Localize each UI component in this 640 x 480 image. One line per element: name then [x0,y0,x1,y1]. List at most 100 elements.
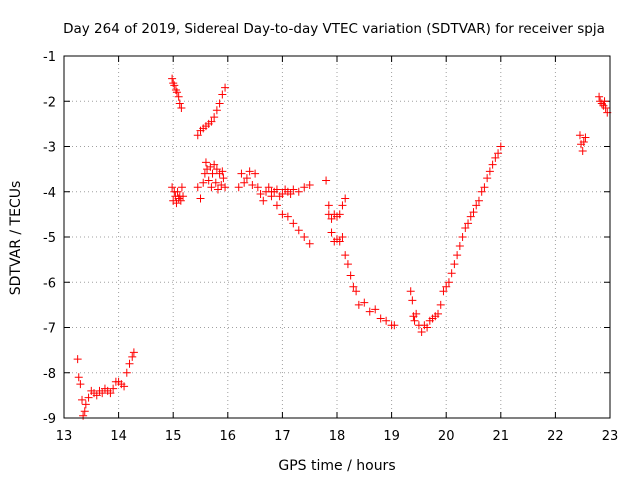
data-point [278,190,287,199]
data-point [234,183,243,192]
data-point [455,242,464,251]
data-point [237,169,246,178]
y-tick-label: -1 [43,50,56,65]
data-point [251,169,260,178]
data-point [466,212,475,221]
data-point [199,178,208,187]
chart-title: Day 264 of 2019, Sidereal Day-to-day VTE… [63,21,605,37]
data-point [289,185,298,194]
data-point [129,348,138,357]
data-point [496,142,505,151]
data-point [450,260,459,269]
data-point [176,196,185,205]
data-point [601,104,610,113]
data-point [128,352,137,361]
data-point [196,194,205,203]
data-point [485,167,494,176]
data-point [488,160,497,169]
data-point [322,176,331,185]
data-point [168,74,177,83]
y-tick-label: -2 [43,95,56,110]
data-point [78,395,87,404]
series-arc10 [406,142,505,337]
data-point [79,411,88,420]
x-axis-label: GPS time / hours [278,458,395,474]
data-point [201,158,210,167]
data-point [483,174,492,183]
data-point [172,199,181,208]
x-tick-label: 16 [220,429,237,444]
data-point [327,214,336,223]
data-point [423,323,432,332]
data-points [73,74,612,420]
data-point [408,296,417,305]
data-point [73,355,82,364]
data-point [469,208,478,217]
data-point [442,282,451,291]
data-point [365,307,374,316]
data-point [294,187,303,196]
data-point [458,233,467,241]
data-point [242,174,251,183]
data-point [253,183,262,192]
data-point [207,183,216,192]
data-point [352,287,361,296]
data-point [212,106,221,115]
data-point [324,201,333,210]
y-tick-label: -5 [43,231,56,246]
data-point [240,178,249,187]
data-point [84,393,93,402]
data-point [122,368,131,377]
data-point [600,97,609,106]
data-point [212,165,221,174]
x-tick-label: 21 [493,429,510,444]
data-point [208,169,217,178]
data-point [412,309,421,318]
data-point [294,226,303,235]
data-point [278,210,287,219]
data-point [177,104,186,113]
data-point [179,192,188,201]
y-tick-label: -7 [43,322,56,337]
x-tick-label: 15 [165,429,182,444]
data-point [221,83,230,92]
data-point [324,210,333,219]
data-point [272,201,281,210]
x-tick-label: 20 [438,429,455,444]
data-point [219,174,228,183]
data-point [382,316,391,325]
series-arc1 [73,348,138,420]
data-point [341,194,350,203]
data-point [210,113,219,122]
data-point [173,88,182,97]
y-tick-label: -6 [43,276,56,291]
data-point [335,210,344,219]
y-tick-label: -9 [43,412,56,427]
data-point [595,92,604,101]
x-tick-labels: 13 14 15 16 17 18 19 20 21 22 23 [56,429,619,444]
data-point [453,251,462,260]
series-arc12 [595,92,612,117]
data-point [341,251,350,260]
data-point [218,90,227,99]
data-point [74,373,83,382]
data-point [193,131,202,140]
y-tick-labels: -1 -2 -3 -4 -5 -6 -7 -8 -9 [43,50,56,427]
data-point [175,99,184,108]
data-point [376,314,385,323]
series-arc11 [575,131,590,156]
data-point [283,212,292,221]
data-point [575,131,584,140]
data-point [494,149,503,158]
data-point [300,233,309,241]
x-tick-label: 14 [110,429,127,444]
data-point [92,391,101,400]
x-tick-label: 23 [602,429,619,444]
data-point [173,187,182,196]
data-point [436,300,445,309]
data-point [177,183,186,192]
data-point [305,180,314,189]
data-point [174,92,183,101]
data-point [406,287,415,296]
